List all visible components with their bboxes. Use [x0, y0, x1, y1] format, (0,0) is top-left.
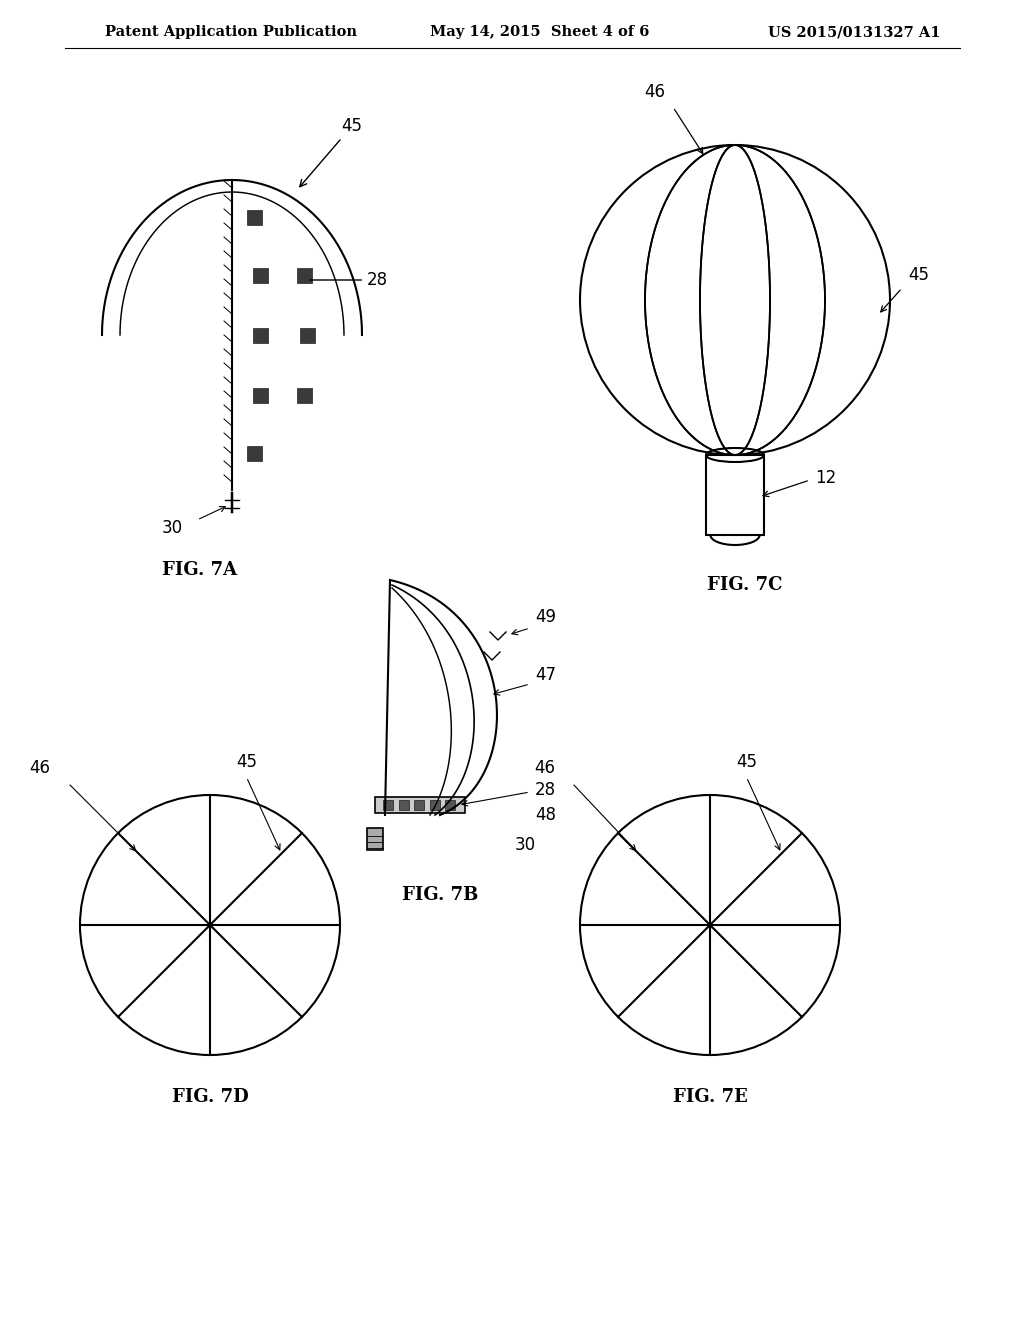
Bar: [253, 268, 267, 282]
Text: 48: 48: [535, 807, 556, 824]
Bar: [445, 800, 455, 810]
Text: 30: 30: [162, 519, 182, 537]
Text: 46: 46: [534, 759, 555, 777]
Text: 30: 30: [515, 836, 537, 854]
Bar: [299, 327, 314, 342]
Text: 28: 28: [535, 781, 556, 799]
Bar: [253, 388, 267, 403]
Text: 45: 45: [300, 117, 362, 186]
Bar: [247, 446, 261, 461]
Bar: [297, 268, 311, 282]
Text: 46: 46: [644, 83, 666, 102]
Bar: [706, 455, 764, 535]
Bar: [414, 800, 424, 810]
Text: 45: 45: [236, 752, 257, 771]
Text: FIG. 7E: FIG. 7E: [673, 1088, 748, 1106]
Text: FIG. 7B: FIG. 7B: [401, 886, 478, 904]
Bar: [375, 797, 465, 813]
Text: FIG. 7D: FIG. 7D: [172, 1088, 249, 1106]
Bar: [383, 800, 393, 810]
Bar: [398, 800, 409, 810]
Text: May 14, 2015  Sheet 4 of 6: May 14, 2015 Sheet 4 of 6: [430, 25, 649, 40]
Bar: [247, 210, 261, 224]
Text: Patent Application Publication: Patent Application Publication: [105, 25, 357, 40]
Text: 12: 12: [815, 469, 837, 487]
Text: US 2015/0131327 A1: US 2015/0131327 A1: [768, 25, 940, 40]
Text: 45: 45: [736, 752, 757, 771]
Text: 28: 28: [310, 271, 388, 289]
Bar: [429, 800, 439, 810]
Text: 46: 46: [29, 759, 50, 777]
Text: 47: 47: [535, 667, 556, 684]
Text: FIG. 7C: FIG. 7C: [708, 576, 782, 594]
Bar: [367, 828, 383, 850]
Text: 45: 45: [908, 267, 929, 284]
Text: 49: 49: [535, 609, 556, 626]
Text: FIG. 7A: FIG. 7A: [163, 561, 238, 579]
Bar: [297, 388, 311, 403]
Bar: [253, 327, 267, 342]
